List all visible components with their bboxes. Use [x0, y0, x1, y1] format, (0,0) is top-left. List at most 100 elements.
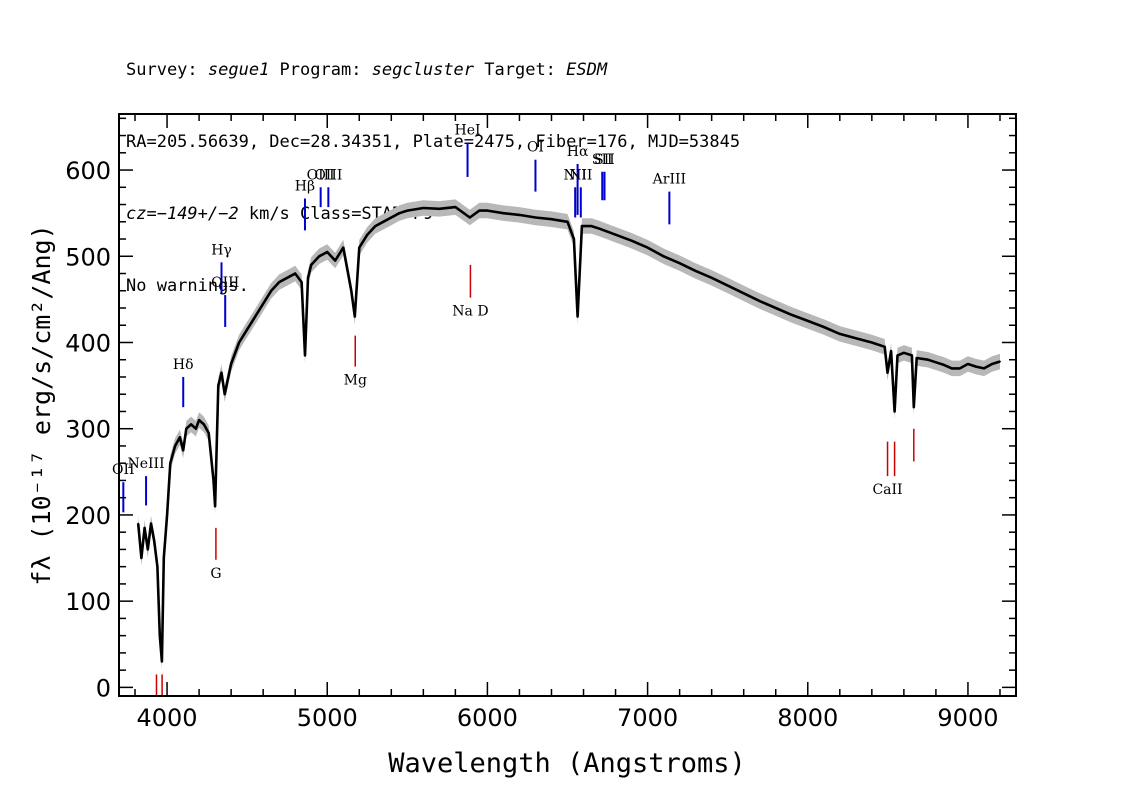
- spectrum-point: [468, 216, 471, 219]
- spectral-line-label: OI: [527, 140, 544, 156]
- error-band-layer: [138, 199, 1000, 670]
- spectrum-point: [694, 270, 697, 272]
- spectrum-point: [143, 527, 146, 529]
- spectrum-point: [550, 218, 553, 221]
- spectrum-point: [198, 419, 201, 421]
- spectrum-point: [951, 367, 953, 370]
- spectrum-point: [518, 214, 521, 216]
- spectral-line-label: Hδ: [173, 357, 194, 373]
- spectral-line-label: NII: [564, 167, 587, 183]
- spectrum-point: [140, 557, 143, 559]
- spectrum-point: [890, 350, 892, 352]
- line-marker-layer: OIINeIIIHδHγOIIIHβOIIIOIIIHeIOINIIHαNIIS…: [112, 122, 915, 696]
- x-tick-label: 9000: [937, 704, 998, 732]
- spectrum-point: [182, 449, 185, 452]
- x-tick-label: 7000: [617, 704, 678, 732]
- spectral-line-label: G: [210, 566, 221, 582]
- spectrum-point: [726, 284, 729, 287]
- spectrum-point: [262, 302, 265, 305]
- spectrum-point: [169, 462, 172, 465]
- y-axis-title: fλ (10⁻¹⁷ erg/s/cm²/Ang): [27, 224, 56, 585]
- spectrum-point: [217, 384, 220, 387]
- spectrum-point: [153, 539, 156, 542]
- spectrum-point: [342, 246, 345, 249]
- spectral-line-label: SII: [594, 152, 615, 168]
- spectrum-point: [366, 233, 369, 236]
- spectrum-point: [967, 363, 969, 365]
- spectral-line-label: NeIII: [127, 456, 164, 472]
- spectrum-point: [742, 292, 745, 295]
- spectrum-point: [454, 206, 457, 209]
- spectrum-point: [886, 371, 889, 374]
- error-band: [138, 199, 1000, 670]
- series-layer: [136, 205, 1001, 663]
- x-tick-label: 5000: [297, 704, 358, 732]
- spectrum-point: [806, 320, 809, 322]
- spectrum-point: [161, 660, 163, 663]
- spectrum-point: [758, 300, 761, 302]
- spectrum-point: [286, 276, 289, 279]
- spectrum-point: [223, 393, 226, 396]
- spectral-line-label: Hβ: [295, 178, 315, 194]
- x-tick-label: 8000: [777, 704, 838, 732]
- spectrum-point: [854, 337, 857, 340]
- spectral-line-label: Na D: [452, 304, 488, 320]
- y-tick-label: 300: [65, 416, 111, 444]
- spectrum-point: [374, 225, 377, 228]
- header-line-survey: Survey: segue1 Program: segcluster Targe…: [126, 58, 740, 82]
- spectrum-point: [838, 333, 841, 335]
- spectrum-point: [334, 259, 337, 262]
- spectrum-point: [270, 289, 273, 292]
- cz-value: −149+/−2: [156, 204, 239, 224]
- spectrum-point: [573, 238, 575, 240]
- spectrum-point: [214, 505, 217, 508]
- program-label: Program:: [269, 60, 372, 80]
- spectrum-point: [710, 276, 713, 279]
- spectrum-point: [203, 423, 205, 426]
- spectrum-point: [304, 354, 306, 357]
- spectral-line-label: ArIII: [652, 172, 686, 188]
- spectrum-point: [318, 255, 321, 258]
- spectrum-point: [790, 314, 793, 316]
- spectrum-line: [136, 205, 1001, 663]
- survey-label: Survey:: [126, 60, 208, 80]
- spectrum-point: [581, 225, 583, 228]
- spectral-line-label: NII: [569, 167, 592, 183]
- spectrum-point: [774, 307, 777, 309]
- spectrum-point: [822, 326, 825, 328]
- plot-frame: [118, 113, 1017, 697]
- spectrum-point: [576, 315, 579, 318]
- header-line-coordinates: RA=205.56639, Dec=28.34351, Plate=2475, …: [126, 132, 741, 152]
- spectrum-point: [294, 272, 297, 275]
- axis-layer: 4000 5000 6000 7000 8000 9000 0 100 200 300 400 500…: [65, 113, 1017, 732]
- y-tick-label: 200: [65, 502, 111, 530]
- spectrum-point: [398, 212, 401, 215]
- spectral-line-label: CaII: [872, 482, 902, 498]
- spectrum-point: [246, 328, 249, 331]
- spectrum-point: [212, 479, 215, 482]
- spectrum-point: [195, 427, 197, 430]
- x-tick-label: 6000: [457, 704, 518, 732]
- spectrum-point: [353, 315, 356, 318]
- spectrum-point: [422, 207, 425, 209]
- spectrum-point: [254, 315, 257, 318]
- spectrum-point: [590, 225, 593, 228]
- spectrum-point: [162, 557, 165, 559]
- spectrum-header: Survey: segue1 Program: segcluster Targe…: [126, 10, 740, 322]
- spectrum-point: [662, 255, 665, 258]
- spectrum-point: [903, 351, 905, 354]
- spectrum-point: [326, 251, 329, 253]
- y-tick-label: 400: [65, 329, 111, 357]
- spectral-line-label: HeI: [455, 122, 481, 138]
- spectrum-point: [300, 281, 303, 283]
- spectrum-point: [678, 262, 681, 265]
- spectral-line-label: OIII: [314, 167, 342, 183]
- spectrum-point: [156, 565, 159, 568]
- spectral-line-label: OIII: [307, 167, 335, 183]
- spectrum-point: [350, 289, 353, 292]
- spectrum-point: [230, 363, 233, 365]
- spectral-line-label: Mg: [344, 373, 367, 389]
- survey-value: segue1: [207, 60, 270, 80]
- spectrum-point: [190, 423, 193, 426]
